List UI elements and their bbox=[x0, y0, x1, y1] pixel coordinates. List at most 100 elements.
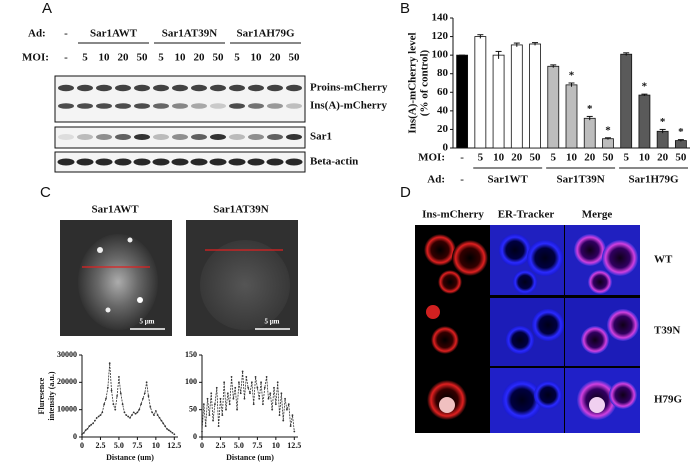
y-tick-label: 30000 bbox=[57, 350, 77, 359]
y-tick-label: 20000 bbox=[57, 377, 77, 386]
x-axis-label: Distance (um) bbox=[106, 453, 154, 462]
band bbox=[191, 103, 207, 109]
point bbox=[84, 429, 87, 432]
band bbox=[210, 134, 226, 140]
point bbox=[99, 414, 102, 417]
y-tick-label: 120 bbox=[432, 30, 449, 42]
band bbox=[228, 158, 246, 166]
point bbox=[210, 392, 213, 395]
row-label: Ad: bbox=[28, 28, 46, 40]
point bbox=[142, 397, 144, 400]
point bbox=[280, 392, 283, 395]
panel-label: B bbox=[400, 0, 410, 17]
point bbox=[262, 403, 264, 406]
band bbox=[267, 134, 283, 140]
point bbox=[108, 362, 111, 365]
bar bbox=[456, 54, 469, 149]
row-label: Ad: bbox=[427, 174, 445, 186]
point bbox=[278, 414, 281, 417]
moi-label: 5 bbox=[82, 52, 88, 64]
significance: * bbox=[605, 124, 611, 136]
band bbox=[77, 84, 93, 92]
point bbox=[263, 386, 266, 389]
moi-label: 20 bbox=[270, 52, 282, 64]
point bbox=[215, 386, 218, 389]
point bbox=[287, 403, 290, 406]
x-tick-label: 20 bbox=[511, 152, 523, 164]
point bbox=[221, 414, 224, 417]
x-tick-label: 5 bbox=[478, 152, 484, 164]
point bbox=[284, 397, 286, 400]
point bbox=[127, 415, 130, 418]
point bbox=[208, 414, 211, 417]
point bbox=[226, 392, 229, 395]
blot-label: Ins(A)-mCherry bbox=[310, 100, 387, 112]
point bbox=[106, 386, 109, 389]
row-label: H79G bbox=[654, 394, 683, 406]
band bbox=[286, 103, 302, 109]
x-tick-label: 7.5 bbox=[132, 441, 142, 450]
x-tick-label: 50 bbox=[602, 152, 614, 164]
point bbox=[103, 403, 106, 406]
point bbox=[238, 381, 240, 384]
point bbox=[82, 432, 85, 434]
x-tick-label: 0 bbox=[80, 441, 84, 450]
point bbox=[164, 425, 166, 427]
band bbox=[77, 103, 93, 109]
band bbox=[267, 84, 283, 92]
bar bbox=[547, 65, 560, 149]
band bbox=[248, 134, 264, 140]
point bbox=[228, 403, 231, 406]
band bbox=[134, 103, 150, 109]
western-blots bbox=[54, 75, 306, 173]
x-tick-label: 10 bbox=[272, 441, 280, 450]
row-label: T39N bbox=[654, 325, 680, 337]
y-tick-label: 0 bbox=[193, 432, 197, 441]
y-axis-label: Fluresence bbox=[37, 377, 46, 414]
group-label: Sar1T39N bbox=[556, 174, 604, 186]
y-tick-label: 50 bbox=[189, 404, 197, 413]
point bbox=[143, 392, 146, 395]
bar bbox=[565, 84, 578, 149]
point bbox=[219, 397, 222, 400]
moi-label: 5 bbox=[158, 52, 164, 64]
point bbox=[252, 403, 255, 406]
x-tick-label: 50 bbox=[530, 152, 542, 164]
point bbox=[158, 416, 161, 419]
point bbox=[162, 422, 165, 425]
x-axis-label: Distance (um) bbox=[226, 453, 274, 462]
y-axis-label: (% of control) bbox=[419, 49, 431, 116]
y-tick-label: 40 bbox=[437, 104, 449, 116]
bar bbox=[674, 140, 687, 149]
x-tick-label: 10 bbox=[493, 152, 505, 164]
point bbox=[230, 375, 233, 378]
point bbox=[147, 395, 150, 397]
point bbox=[116, 395, 118, 397]
point bbox=[153, 414, 155, 417]
moi-label: 5 bbox=[234, 52, 240, 64]
point bbox=[201, 430, 203, 433]
point bbox=[94, 419, 96, 422]
moi-label: 50 bbox=[213, 52, 225, 64]
group-label: Sar1AWT bbox=[90, 28, 138, 40]
x-tick-label: 0 bbox=[200, 441, 204, 450]
band bbox=[172, 103, 188, 109]
point bbox=[145, 381, 148, 384]
point bbox=[95, 416, 98, 419]
point bbox=[245, 375, 248, 378]
blot-label: Proins-mCherry bbox=[310, 82, 388, 94]
band bbox=[96, 84, 112, 92]
point bbox=[81, 433, 83, 436]
moi-label: 20 bbox=[118, 52, 130, 64]
moi-label: 50 bbox=[289, 52, 301, 64]
band bbox=[286, 134, 302, 140]
y-tick-label: 60 bbox=[437, 86, 449, 98]
x-tick-label: 5.0 bbox=[114, 441, 124, 450]
band bbox=[58, 134, 74, 140]
point bbox=[119, 392, 122, 395]
point bbox=[112, 403, 115, 406]
panel-label: D bbox=[400, 184, 411, 201]
point bbox=[118, 375, 120, 378]
x-tick-label: 5 bbox=[623, 152, 629, 164]
